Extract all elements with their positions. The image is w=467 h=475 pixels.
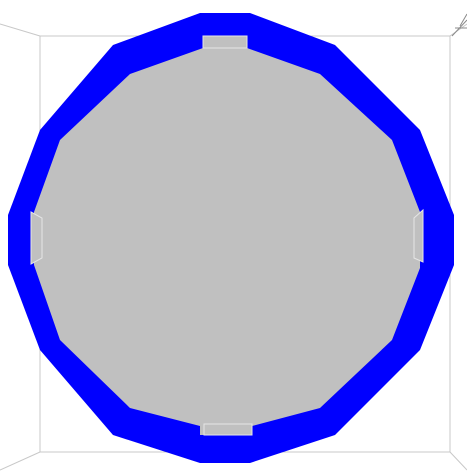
tab-bottom: [203, 423, 253, 436]
axes-gizmo-edge-c: [459, 13, 467, 27]
octagon-tabs: [30, 35, 424, 436]
tab-right: [413, 208, 424, 263]
axes-orientation-icon: [451, 13, 467, 37]
bbox-edge-top-left-diag: [0, 23, 41, 37]
tab-top: [202, 35, 248, 49]
bbox-edge-top-right-diag: [449, 23, 467, 37]
bbox-edge-bottom-right-diag: [449, 451, 467, 471]
octagon-inner-face[interactable]: [34, 40, 420, 435]
bbox-edge-bottom-left-diag: [0, 451, 41, 471]
tab-left: [30, 211, 43, 265]
